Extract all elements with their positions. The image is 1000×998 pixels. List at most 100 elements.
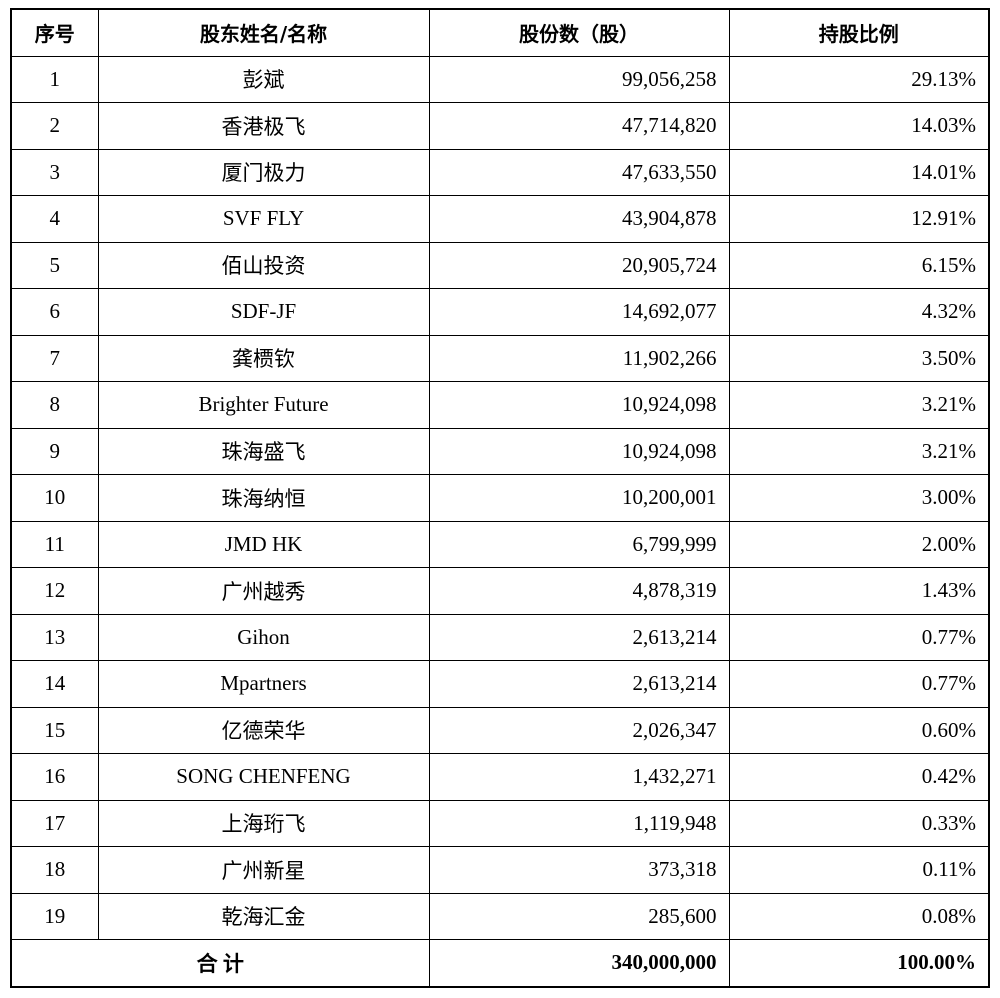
cell: 6.15% — [728, 241, 990, 289]
header-cell: 持股比例 — [728, 8, 990, 57]
cell: 0.60% — [728, 706, 990, 754]
cell: SONG CHENFENG — [97, 753, 430, 801]
cell: 1,119,948 — [428, 799, 730, 847]
table-row: 15 亿德荣华 2,026,347 0.60% — [10, 706, 990, 754]
table-row: 19 乾海汇金 285,600 0.08% — [10, 892, 990, 940]
table-row: 4 SVF FLY 43,904,878 12.91% — [10, 195, 990, 243]
table-row: 11 JMD HK 6,799,999 2.00% — [10, 520, 990, 568]
total-percent: 100.00% — [728, 939, 990, 987]
cell: 上海珩飞 — [97, 799, 430, 847]
cell: 17 — [10, 799, 99, 847]
cell: 0.08% — [728, 892, 990, 940]
cell: 12.91% — [728, 195, 990, 243]
cell: 0.42% — [728, 753, 990, 801]
total-shares: 340,000,000 — [428, 939, 730, 987]
cell: 15 — [10, 706, 99, 754]
table-row: 7 龚槚钦 11,902,266 3.50% — [10, 334, 990, 382]
cell: Gihon — [97, 613, 430, 661]
cell: 2,026,347 — [428, 706, 730, 754]
cell: 10,924,098 — [428, 427, 730, 475]
cell: 珠海盛飞 — [97, 427, 430, 475]
cell: SDF-JF — [97, 288, 430, 336]
cell: 广州越秀 — [97, 567, 430, 615]
cell: 285,600 — [428, 892, 730, 940]
shareholder-table: 序号 股东姓名/名称 股份数（股） 持股比例 1 彭斌 99,056,258 29.13% 2… — [10, 8, 990, 988]
cell: 2,613,214 — [428, 613, 730, 661]
table-row: 5 佰山投资 20,905,724 6.15% — [10, 241, 990, 289]
cell: 5 — [10, 241, 99, 289]
cell: 3.21% — [728, 427, 990, 475]
cell: 13 — [10, 613, 99, 661]
table-row: 14 Mpartners 2,613,214 0.77% — [10, 660, 990, 708]
cell: 99,056,258 — [428, 55, 730, 103]
cell: 29.13% — [728, 55, 990, 103]
table-row: 6 SDF-JF 14,692,077 4.32% — [10, 288, 990, 336]
cell: 19 — [10, 892, 99, 940]
cell: 373,318 — [428, 846, 730, 894]
cell: 亿德荣华 — [97, 706, 430, 754]
header-cell: 股份数（股） — [428, 8, 730, 57]
cell: 厦门极力 — [97, 148, 430, 196]
table-row: 18 广州新星 373,318 0.11% — [10, 846, 990, 894]
cell: 11 — [10, 520, 99, 568]
cell: 佰山投资 — [97, 241, 430, 289]
cell: 14.03% — [728, 102, 990, 150]
cell: 6,799,999 — [428, 520, 730, 568]
cell: 4.32% — [728, 288, 990, 336]
table-body: 1 彭斌 99,056,258 29.13% 2 香港极飞 47,714,820 14.03%… — [10, 55, 990, 987]
cell: 2.00% — [728, 520, 990, 568]
cell: 18 — [10, 846, 99, 894]
cell: 14.01% — [728, 148, 990, 196]
cell: 4 — [10, 195, 99, 243]
cell: 彭斌 — [97, 55, 430, 103]
cell: 7 — [10, 334, 99, 382]
cell: Mpartners — [97, 660, 430, 708]
cell: 43,904,878 — [428, 195, 730, 243]
cell: 10,200,001 — [428, 474, 730, 522]
table-row: 17 上海珩飞 1,119,948 0.33% — [10, 799, 990, 847]
cell: 12 — [10, 567, 99, 615]
cell: 20,905,724 — [428, 241, 730, 289]
table-row: 2 香港极飞 47,714,820 14.03% — [10, 102, 990, 150]
header-cell: 序号 — [10, 8, 99, 57]
cell: 6 — [10, 288, 99, 336]
cell: 8 — [10, 381, 99, 429]
cell: 16 — [10, 753, 99, 801]
cell: 0.77% — [728, 660, 990, 708]
cell: 4,878,319 — [428, 567, 730, 615]
cell: 14,692,077 — [428, 288, 730, 336]
table-row: 3 厦门极力 47,633,550 14.01% — [10, 148, 990, 196]
table-row: 9 珠海盛飞 10,924,098 3.21% — [10, 427, 990, 475]
cell: SVF FLY — [97, 195, 430, 243]
table-row: 1 彭斌 99,056,258 29.13% — [10, 55, 990, 103]
cell: 香港极飞 — [97, 102, 430, 150]
cell: 3.50% — [728, 334, 990, 382]
total-row: 合 计 340,000,000 100.00% — [10, 939, 990, 987]
cell: 10,924,098 — [428, 381, 730, 429]
cell: 47,633,550 — [428, 148, 730, 196]
table-row: 13 Gihon 2,613,214 0.77% — [10, 613, 990, 661]
cell: 10 — [10, 474, 99, 522]
cell: 龚槚钦 — [97, 334, 430, 382]
cell: 47,714,820 — [428, 102, 730, 150]
cell: 2,613,214 — [428, 660, 730, 708]
cell: 3 — [10, 148, 99, 196]
cell: 2 — [10, 102, 99, 150]
table-row: 8 Brighter Future 10,924,098 3.21% — [10, 381, 990, 429]
cell: 3.00% — [728, 474, 990, 522]
header-row: 序号 股东姓名/名称 股份数（股） 持股比例 — [10, 8, 990, 57]
cell: 1.43% — [728, 567, 990, 615]
cell: 1 — [10, 55, 99, 103]
cell: Brighter Future — [97, 381, 430, 429]
total-label: 合 计 — [10, 939, 430, 987]
cell: 珠海纳恒 — [97, 474, 430, 522]
header-cell: 股东姓名/名称 — [97, 8, 430, 57]
cell: 3.21% — [728, 381, 990, 429]
cell: 0.33% — [728, 799, 990, 847]
cell: 0.11% — [728, 846, 990, 894]
cell: 11,902,266 — [428, 334, 730, 382]
cell: 广州新星 — [97, 846, 430, 894]
cell: 乾海汇金 — [97, 892, 430, 940]
cell: 14 — [10, 660, 99, 708]
